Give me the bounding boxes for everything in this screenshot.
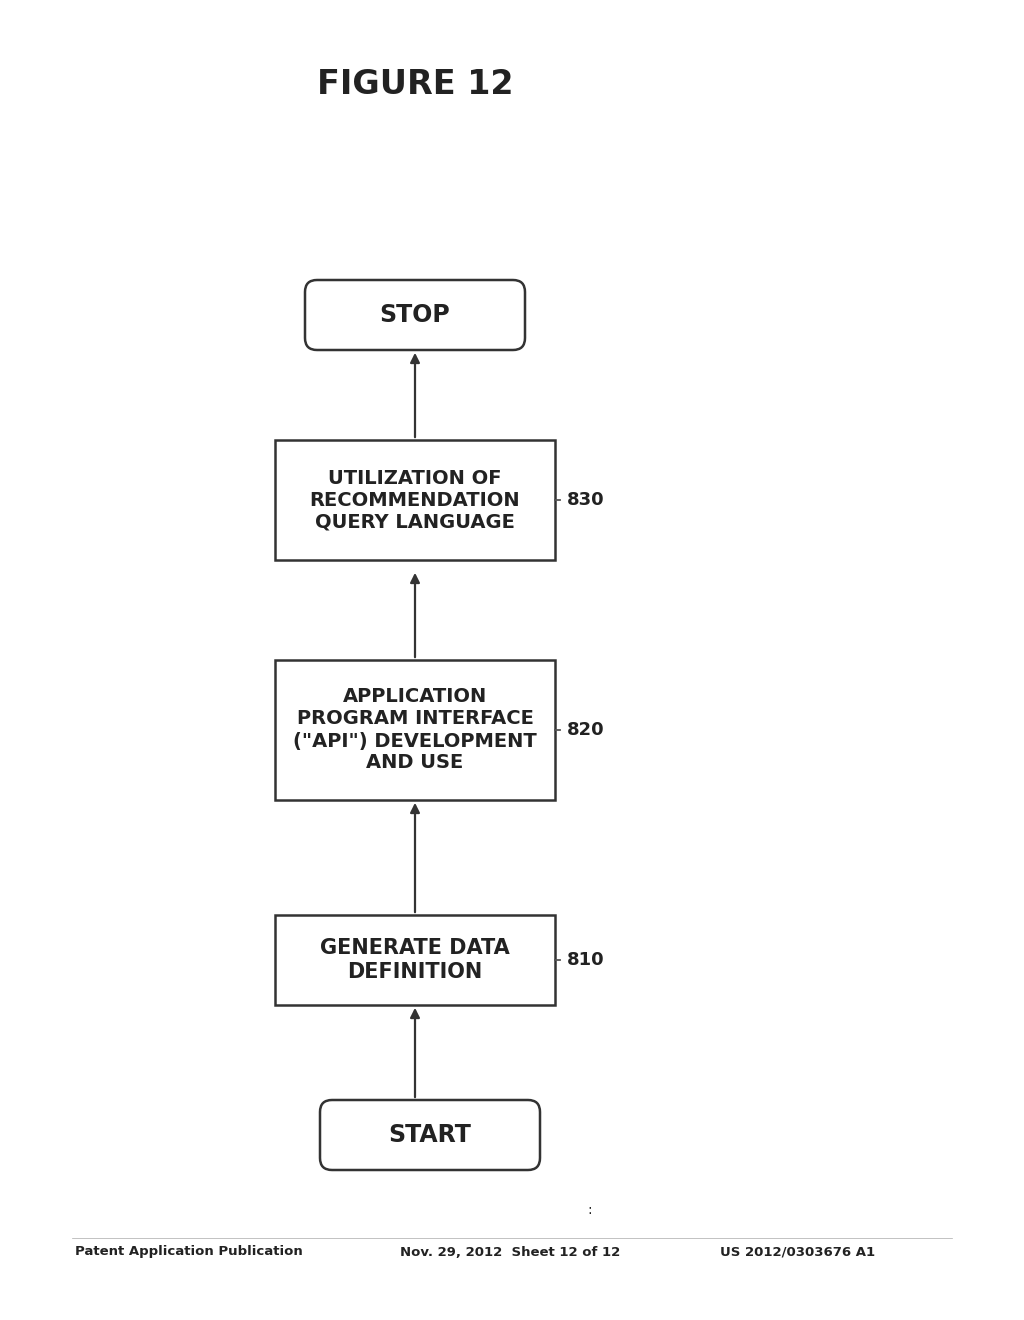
Text: GENERATE DATA
DEFINITION: GENERATE DATA DEFINITION (321, 939, 510, 982)
Text: START: START (388, 1123, 471, 1147)
FancyBboxPatch shape (319, 1100, 540, 1170)
FancyBboxPatch shape (275, 915, 555, 1005)
Text: STOP: STOP (380, 304, 451, 327)
Text: 810: 810 (567, 950, 604, 969)
Text: US 2012/0303676 A1: US 2012/0303676 A1 (720, 1246, 876, 1258)
Text: :: : (588, 1203, 592, 1217)
FancyBboxPatch shape (275, 660, 555, 800)
Text: UTILIZATION OF
RECOMMENDATION
QUERY LANGUAGE: UTILIZATION OF RECOMMENDATION QUERY LANG… (309, 469, 520, 532)
Text: Patent Application Publication: Patent Application Publication (75, 1246, 303, 1258)
FancyBboxPatch shape (305, 280, 525, 350)
Text: 820: 820 (567, 721, 604, 739)
Text: FIGURE 12: FIGURE 12 (316, 69, 513, 102)
Text: 830: 830 (567, 491, 604, 510)
FancyBboxPatch shape (275, 440, 555, 560)
Text: APPLICATION
PROGRAM INTERFACE
("API") DEVELOPMENT
AND USE: APPLICATION PROGRAM INTERFACE ("API") DE… (293, 688, 537, 772)
Text: Nov. 29, 2012  Sheet 12 of 12: Nov. 29, 2012 Sheet 12 of 12 (400, 1246, 621, 1258)
